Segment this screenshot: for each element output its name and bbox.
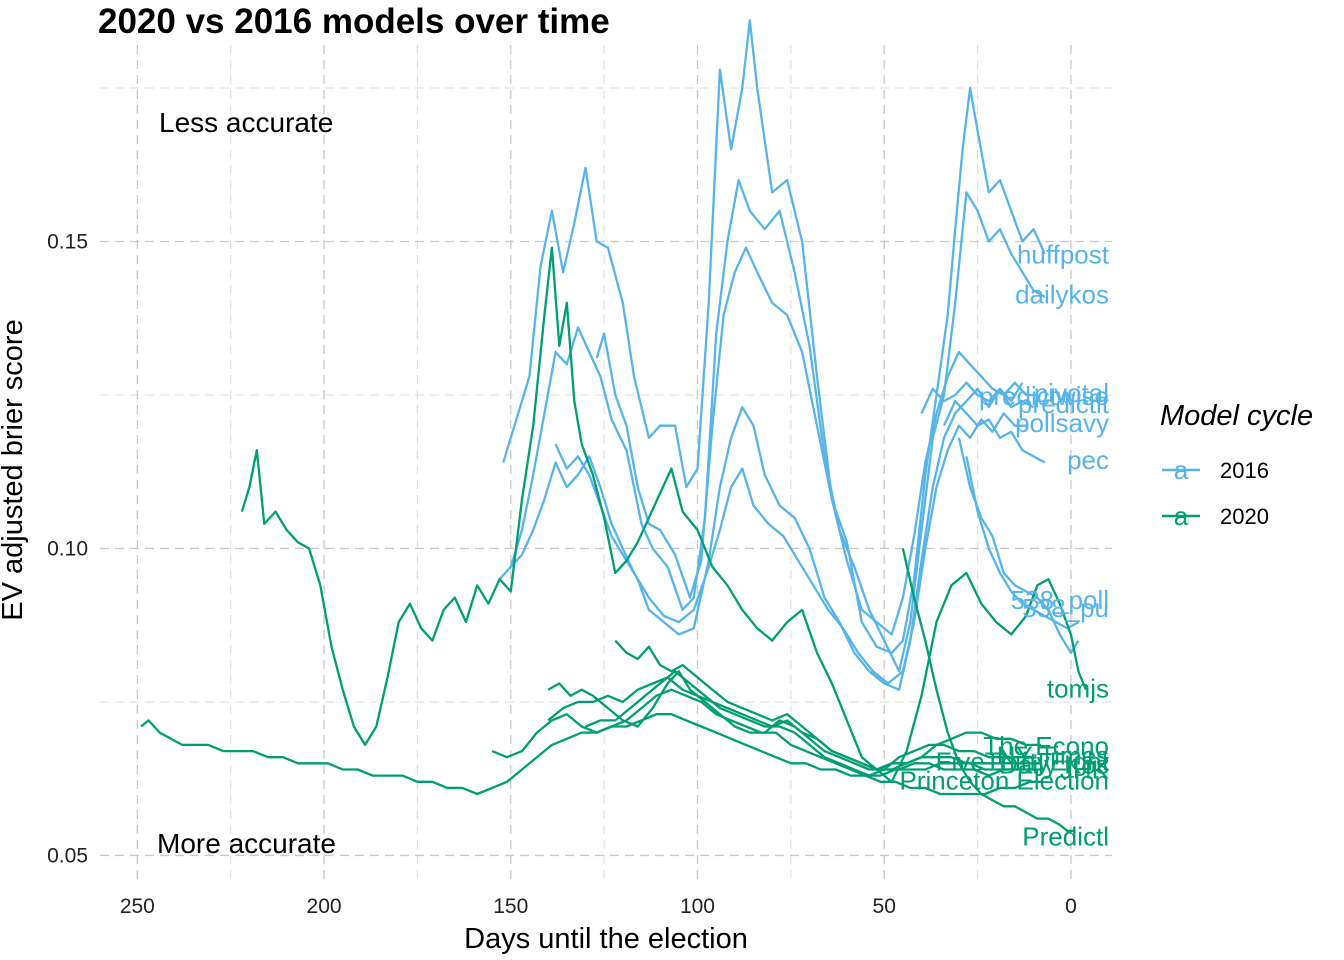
legend-key-glyph: a bbox=[1174, 501, 1189, 531]
series-line-2016-huffpost bbox=[502, 19, 1046, 654]
series-end-label: Princeton Election bbox=[899, 766, 1109, 796]
annotation-less-accurate: Less accurate bbox=[159, 107, 333, 138]
series-line-2020-jhk bbox=[547, 670, 1034, 777]
legend-entry-2020: a 2020 bbox=[1162, 501, 1269, 531]
series-end-label: pollsavy bbox=[1015, 408, 1109, 438]
series-end-label: JHK bbox=[1060, 754, 1110, 784]
series-line-2016-pec bbox=[942, 399, 1046, 464]
legend-title: Model cycle bbox=[1160, 400, 1313, 432]
x-tick-label: 250 bbox=[120, 895, 155, 918]
chart-title: 2020 vs 2016 models over time bbox=[98, 2, 610, 41]
series-line-2020-daily-kos bbox=[491, 688, 1041, 777]
series-line-2016-predictwise bbox=[595, 246, 1038, 636]
series-line-2016-dailykos bbox=[509, 178, 1046, 673]
annotation-more-accurate: More accurate bbox=[157, 828, 336, 859]
series-lines bbox=[140, 19, 1087, 833]
x-tick-label: 150 bbox=[493, 895, 528, 918]
series-end-label: huffpost bbox=[1017, 239, 1110, 269]
series-end-label: dailykos bbox=[1015, 279, 1109, 309]
series-end-label: Daily Kos bbox=[999, 750, 1109, 780]
legend-key-glyph: a bbox=[1174, 455, 1189, 485]
x-tick-label: 100 bbox=[680, 895, 715, 918]
series-end-label: tomjs bbox=[1047, 673, 1109, 703]
y-axis-title: EV adjusted brier score bbox=[0, 319, 29, 620]
series-line-2016-538-poll bbox=[957, 437, 1080, 654]
series-line-2020-princeton-election bbox=[140, 713, 1041, 796]
x-axis-title: Days until the election bbox=[464, 923, 748, 955]
legend-entry-2016: a 2016 bbox=[1162, 455, 1269, 485]
axis-ticks: 250 200 150 100 50 0 0.05 0.10 0.15 bbox=[47, 230, 1077, 918]
series-line-2020-tomjs bbox=[240, 246, 1087, 783]
series-end-label: Predictl bbox=[1022, 821, 1109, 851]
series-line-2016-538-pu bbox=[965, 456, 1079, 630]
series-line-2020-ny-times bbox=[585, 670, 1034, 777]
legend-label: 2020 bbox=[1220, 504, 1269, 529]
series-labels: huffpost dailykos predictwisepredictitpivo… bbox=[899, 239, 1109, 851]
series-end-label: FiveThirtyEight bbox=[936, 747, 1110, 777]
series-end-label: 538_poll bbox=[1011, 585, 1109, 615]
legend: Model cycle a 2016 a 2020 bbox=[1160, 400, 1313, 531]
series-end-label: predictwise bbox=[979, 381, 1109, 411]
y-tick-label: 0.10 bbox=[47, 537, 88, 560]
x-tick-label: 0 bbox=[1065, 895, 1077, 918]
x-tick-label: 200 bbox=[307, 895, 342, 918]
series-end-label: pec bbox=[1067, 445, 1109, 475]
y-tick-label: 0.05 bbox=[47, 844, 88, 867]
y-tick-label: 0.15 bbox=[47, 230, 88, 253]
series-line-2016-pivotal bbox=[554, 382, 1024, 691]
series-line-2016-pollsavy bbox=[498, 412, 1027, 685]
series-line-2016-predictit bbox=[920, 381, 1035, 414]
series-end-label: NY Times bbox=[997, 740, 1109, 770]
x-tick-label: 50 bbox=[873, 895, 896, 918]
series-end-label: The Econo bbox=[983, 731, 1109, 761]
series-end-label: pivotal bbox=[1034, 378, 1109, 408]
series-line-2020-predictl bbox=[901, 548, 1075, 833]
legend-label: 2016 bbox=[1220, 458, 1269, 483]
series-end-label: 538_pu bbox=[1022, 593, 1109, 623]
series-end-label: predictit bbox=[1018, 389, 1110, 419]
